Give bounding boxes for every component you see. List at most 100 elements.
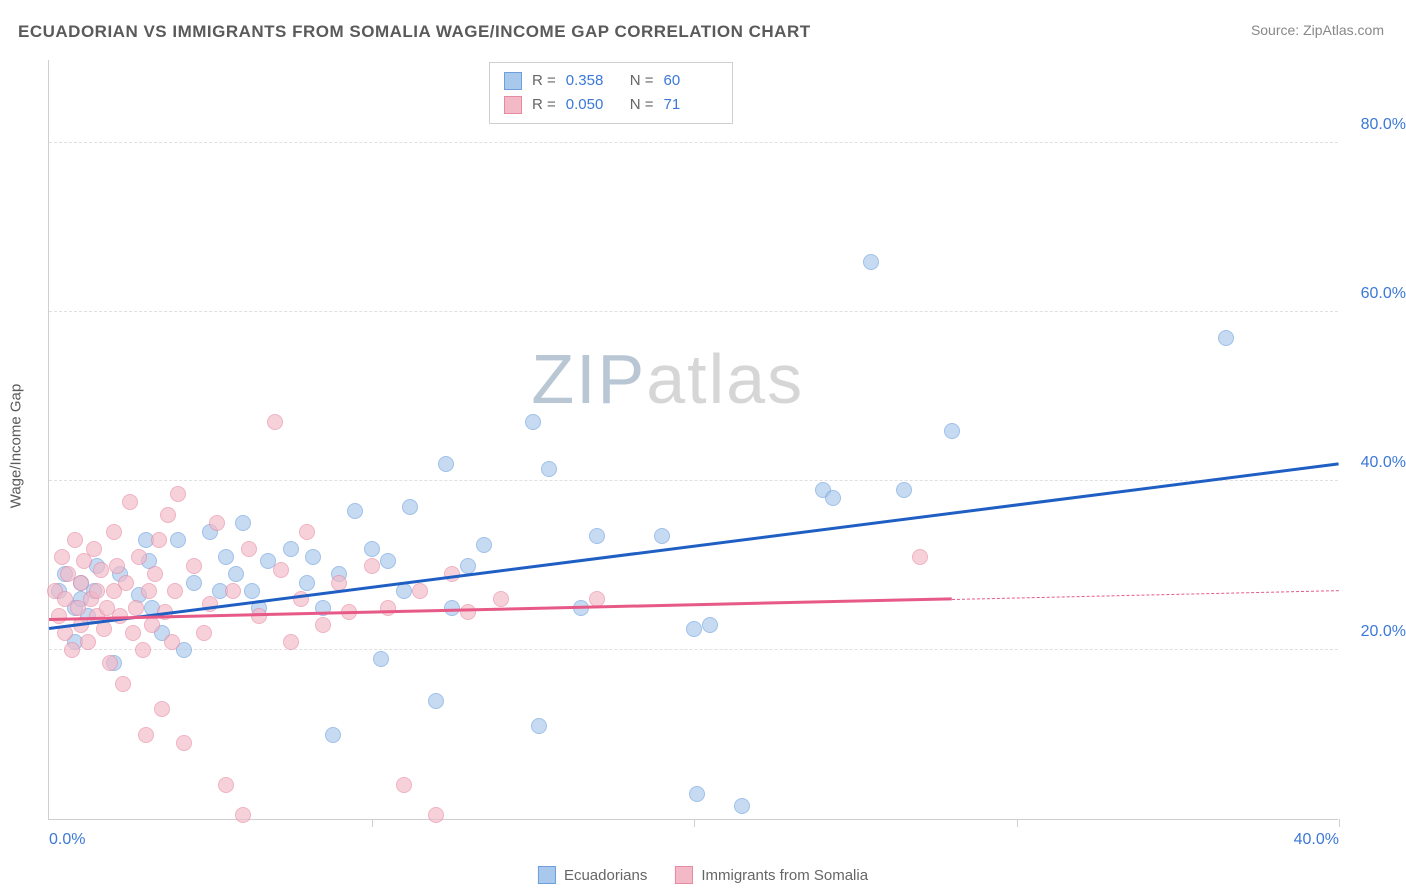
scatter-point-somalia bbox=[135, 642, 151, 658]
scatter-point-ecuadorians bbox=[299, 575, 315, 591]
scatter-point-ecuadorians bbox=[1218, 330, 1234, 346]
y-axis-label: Wage/Income Gap bbox=[8, 384, 25, 509]
scatter-point-somalia bbox=[428, 807, 444, 823]
scatter-point-ecuadorians bbox=[325, 727, 341, 743]
scatter-point-ecuadorians bbox=[305, 549, 321, 565]
scatter-point-somalia bbox=[160, 507, 176, 523]
scatter-point-somalia bbox=[273, 562, 289, 578]
scatter-point-somalia bbox=[109, 558, 125, 574]
stat-n-label: N = bbox=[630, 93, 654, 117]
scatter-point-ecuadorians bbox=[476, 537, 492, 553]
scatter-point-somalia bbox=[164, 634, 180, 650]
legend-label: Ecuadorians bbox=[564, 867, 647, 884]
scatter-point-somalia bbox=[176, 735, 192, 751]
x-tick bbox=[694, 819, 695, 827]
source-label: Source: ZipAtlas.com bbox=[1251, 22, 1384, 38]
scatter-point-somalia bbox=[186, 558, 202, 574]
scatter-point-ecuadorians bbox=[373, 651, 389, 667]
scatter-point-ecuadorians bbox=[428, 693, 444, 709]
scatter-point-somalia bbox=[64, 642, 80, 658]
scatter-point-somalia bbox=[93, 562, 109, 578]
swatch-icon bbox=[538, 866, 556, 884]
scatter-point-ecuadorians bbox=[347, 503, 363, 519]
scatter-point-ecuadorians bbox=[702, 617, 718, 633]
scatter-point-somalia bbox=[128, 600, 144, 616]
scatter-point-somalia bbox=[54, 549, 70, 565]
gridline bbox=[49, 142, 1338, 143]
x-tick-label: 40.0% bbox=[1294, 831, 1339, 849]
scatter-point-ecuadorians bbox=[589, 528, 605, 544]
scatter-point-ecuadorians bbox=[896, 482, 912, 498]
scatter-point-somalia bbox=[241, 541, 257, 557]
swatch-icon bbox=[504, 72, 522, 90]
scatter-point-somalia bbox=[102, 655, 118, 671]
scatter-point-somalia bbox=[283, 634, 299, 650]
scatter-point-somalia bbox=[141, 583, 157, 599]
stats-legend: R =0.358N =60R = 0.050 N = 71 bbox=[489, 62, 733, 124]
scatter-point-somalia bbox=[235, 807, 251, 823]
scatter-point-ecuadorians bbox=[863, 254, 879, 270]
scatter-point-somalia bbox=[125, 625, 141, 641]
y-tick-label: 80.0% bbox=[1361, 116, 1406, 134]
series-legend: Ecuadorians Immigrants from Somalia bbox=[538, 866, 868, 884]
scatter-point-ecuadorians bbox=[235, 515, 251, 531]
scatter-point-somalia bbox=[96, 621, 112, 637]
scatter-point-ecuadorians bbox=[364, 541, 380, 557]
scatter-point-somalia bbox=[412, 583, 428, 599]
scatter-point-somalia bbox=[396, 777, 412, 793]
scatter-point-somalia bbox=[144, 617, 160, 633]
scatter-point-ecuadorians bbox=[170, 532, 186, 548]
legend-item-somalia: Immigrants from Somalia bbox=[675, 866, 868, 884]
legend-item-ecuadorians: Ecuadorians bbox=[538, 866, 647, 884]
scatter-point-somalia bbox=[364, 558, 380, 574]
gridline bbox=[49, 649, 1338, 650]
watermark-zip: ZIP bbox=[531, 340, 646, 418]
scatter-point-somalia bbox=[299, 524, 315, 540]
y-tick-label: 20.0% bbox=[1361, 623, 1406, 641]
stat-r-value: 0.050 bbox=[566, 93, 620, 117]
scatter-point-somalia bbox=[225, 583, 241, 599]
stats-row-ecuadorians: R =0.358N =60 bbox=[504, 69, 718, 93]
x-tick bbox=[1017, 819, 1018, 827]
scatter-point-somalia bbox=[80, 634, 96, 650]
scatter-point-ecuadorians bbox=[686, 621, 702, 637]
watermark-atlas: atlas bbox=[646, 340, 804, 418]
scatter-point-somalia bbox=[131, 549, 147, 565]
scatter-point-ecuadorians bbox=[244, 583, 260, 599]
scatter-point-ecuadorians bbox=[186, 575, 202, 591]
watermark: ZIPatlas bbox=[531, 339, 804, 419]
gridline bbox=[49, 480, 1338, 481]
scatter-point-somalia bbox=[154, 701, 170, 717]
swatch-icon bbox=[675, 866, 693, 884]
stat-r-label: R = bbox=[532, 69, 556, 93]
scatter-point-somalia bbox=[209, 515, 225, 531]
scatter-point-somalia bbox=[118, 575, 134, 591]
scatter-point-ecuadorians bbox=[228, 566, 244, 582]
scatter-point-somalia bbox=[460, 604, 476, 620]
scatter-point-ecuadorians bbox=[402, 499, 418, 515]
y-tick-label: 40.0% bbox=[1361, 454, 1406, 472]
stat-n-label: N = bbox=[630, 69, 654, 93]
scatter-point-somalia bbox=[106, 524, 122, 540]
stat-n-value: 71 bbox=[664, 93, 718, 117]
scatter-point-somalia bbox=[315, 617, 331, 633]
scatter-point-ecuadorians bbox=[541, 461, 557, 477]
scatter-point-somalia bbox=[196, 625, 212, 641]
scatter-point-somalia bbox=[115, 676, 131, 692]
scatter-point-somalia bbox=[89, 583, 105, 599]
scatter-point-somalia bbox=[86, 541, 102, 557]
scatter-point-ecuadorians bbox=[944, 423, 960, 439]
scatter-point-ecuadorians bbox=[525, 414, 541, 430]
x-tick bbox=[372, 819, 373, 827]
scatter-point-somalia bbox=[51, 608, 67, 624]
scatter-point-ecuadorians bbox=[689, 786, 705, 802]
scatter-point-somalia bbox=[147, 566, 163, 582]
scatter-point-somalia bbox=[167, 583, 183, 599]
scatter-point-somalia bbox=[138, 727, 154, 743]
scatter-point-somalia bbox=[218, 777, 234, 793]
scatter-point-somalia bbox=[251, 608, 267, 624]
scatter-point-somalia bbox=[170, 486, 186, 502]
scatter-point-ecuadorians bbox=[283, 541, 299, 557]
scatter-point-ecuadorians bbox=[460, 558, 476, 574]
scatter-point-somalia bbox=[122, 494, 138, 510]
